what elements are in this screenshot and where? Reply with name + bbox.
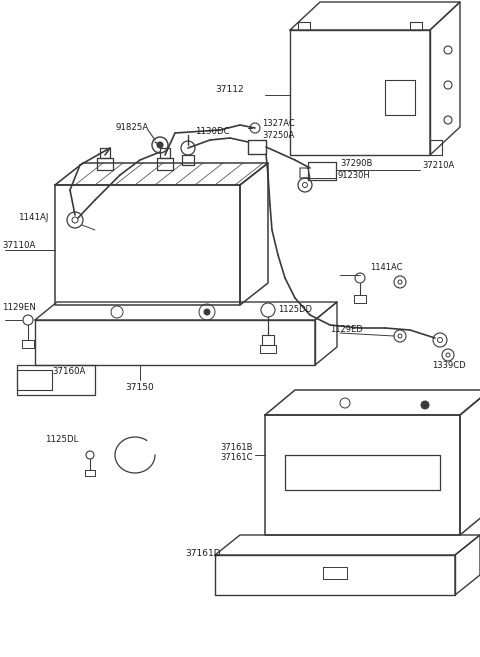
Text: 37250A: 37250A [262, 131, 294, 139]
Text: 37210A: 37210A [422, 160, 454, 170]
Text: 1125DD: 1125DD [278, 306, 312, 315]
Text: 91230H: 91230H [338, 171, 371, 179]
Text: 1327AC: 1327AC [262, 120, 295, 129]
Text: 1130DC: 1130DC [195, 127, 229, 137]
Text: 37112: 37112 [215, 85, 244, 95]
Text: 37150: 37150 [125, 384, 154, 392]
Circle shape [157, 142, 163, 148]
Text: 1129EN: 1129EN [2, 304, 36, 313]
Text: 1141AJ: 1141AJ [18, 214, 48, 223]
Text: 37161D: 37161D [185, 549, 221, 558]
Text: 37290B: 37290B [340, 158, 372, 168]
Text: 1125DL: 1125DL [45, 436, 78, 445]
Text: 37161B: 37161B [220, 443, 252, 453]
Text: 91825A: 91825A [115, 124, 148, 133]
Text: 37160A: 37160A [52, 367, 85, 376]
Text: 1141AC: 1141AC [370, 263, 403, 273]
Text: 1339CD: 1339CD [432, 361, 466, 369]
Circle shape [204, 309, 210, 315]
Circle shape [421, 401, 429, 409]
Text: 1129ED: 1129ED [330, 325, 363, 334]
Text: 37161C: 37161C [220, 453, 252, 463]
Text: 37110A: 37110A [2, 240, 36, 250]
